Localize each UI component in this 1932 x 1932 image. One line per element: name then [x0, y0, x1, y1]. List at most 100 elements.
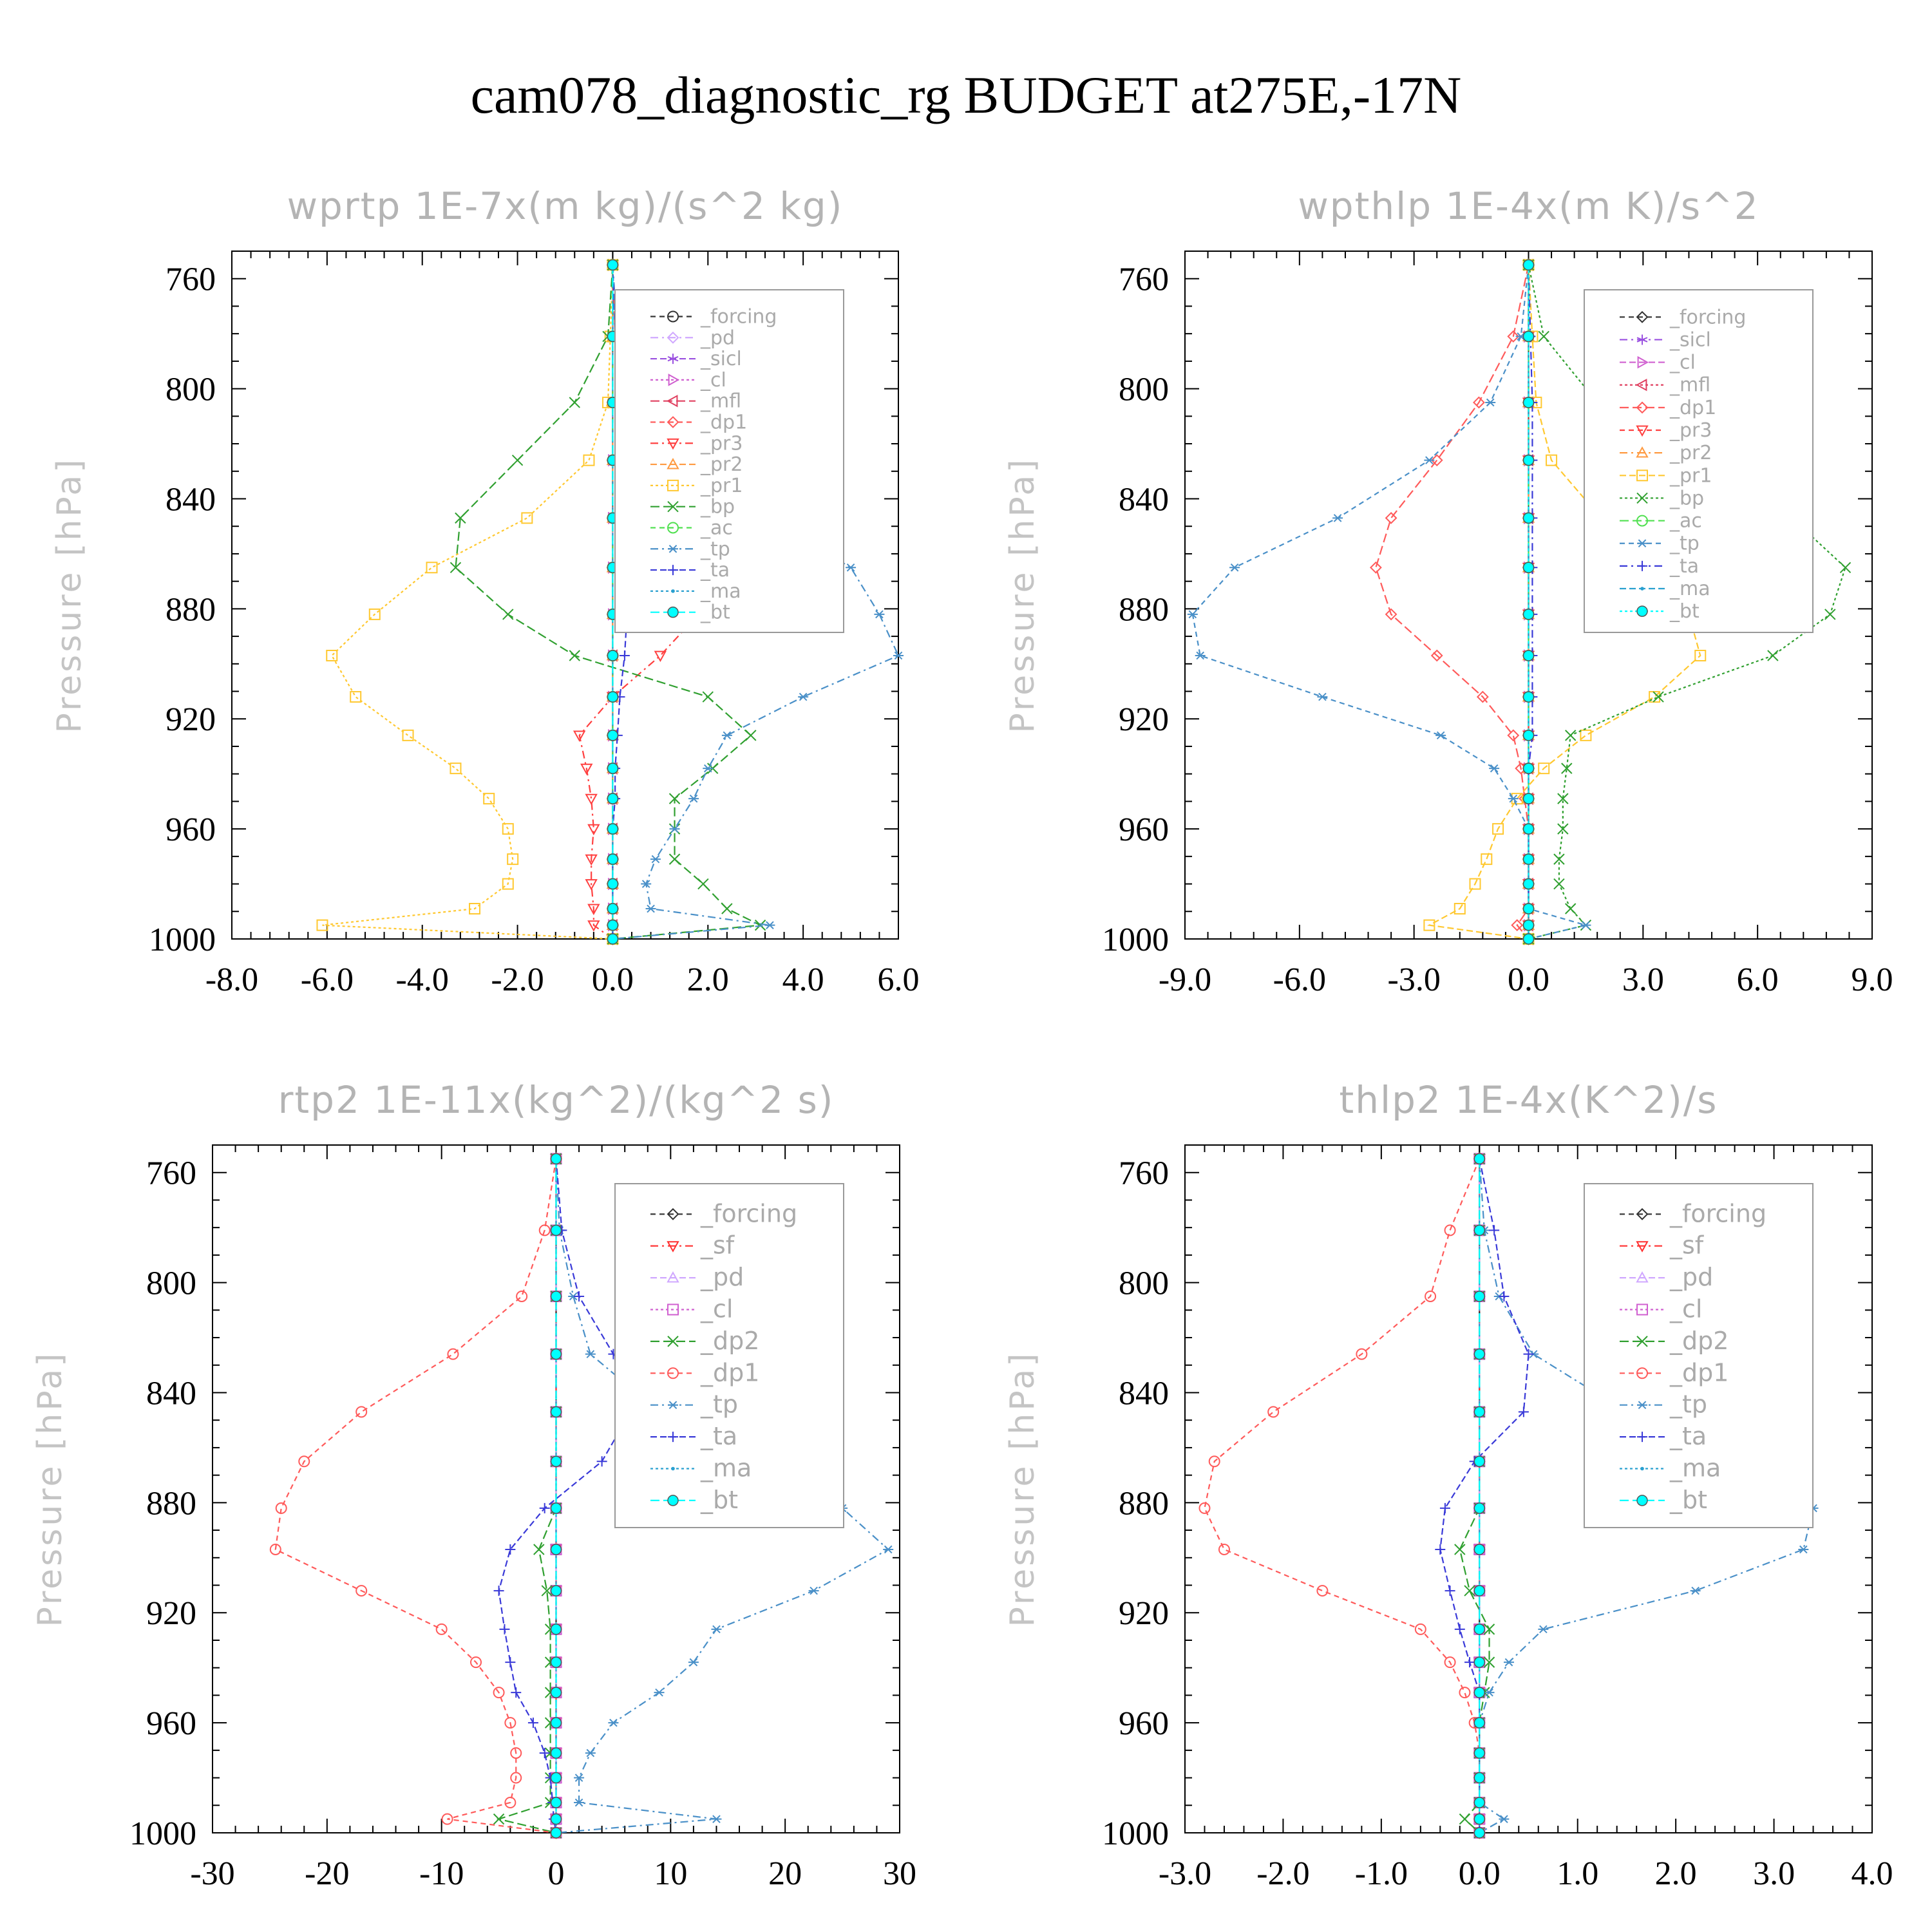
y-tick-label: 920: [1119, 1595, 1169, 1632]
data-point: [1522, 853, 1535, 865]
data-point: [1522, 330, 1535, 343]
legend: _forcing _sf _pd _cl _dp2 _dp1 _tp _ta _ma _bt: [614, 1183, 844, 1528]
series_dp1: [1198, 1153, 1486, 1839]
data-point: [493, 1813, 505, 1825]
data-point: [368, 608, 381, 620]
data-point: [1464, 1657, 1475, 1668]
data-point: [1473, 1544, 1486, 1555]
data-point: [711, 1815, 722, 1823]
data-point: [1522, 691, 1535, 703]
data-point: [1522, 730, 1535, 741]
legend-marker: [667, 479, 679, 491]
data-point: [550, 1224, 562, 1236]
legend-entry: _pr1: [1669, 464, 1712, 487]
x-tick-label: 20: [768, 1855, 802, 1892]
data-point: [1316, 1585, 1329, 1597]
legend-entry: _cl: [700, 1294, 733, 1323]
data-point: [510, 1772, 522, 1784]
x-tick-label: 10: [654, 1855, 687, 1892]
data-point: [893, 651, 904, 660]
legend-marker: [1636, 446, 1649, 458]
data-point: [1522, 259, 1535, 271]
data-point: [1522, 562, 1535, 574]
legend-marker: [666, 394, 678, 408]
data-point: [1473, 1153, 1486, 1165]
y-tick-label: 760: [1119, 1155, 1169, 1192]
data-point: [596, 1456, 607, 1467]
data-point: [527, 1718, 538, 1728]
data-point: [607, 933, 619, 945]
x-tick-label: -30: [190, 1855, 234, 1892]
legend-entry: _bt: [700, 1486, 738, 1514]
y-tick-label: 880: [166, 591, 216, 628]
legend-entry: _bt: [1669, 600, 1700, 623]
legend-marker: [667, 1495, 679, 1506]
data-point: [505, 1544, 516, 1555]
data-point: [1469, 878, 1481, 890]
legend-marker: [667, 310, 679, 323]
data-point: [846, 563, 857, 572]
data-point: [539, 1748, 550, 1759]
data-point: [550, 1656, 562, 1668]
legend-marker: [667, 522, 679, 534]
data-point: [550, 1455, 562, 1468]
legend-marker: [1636, 1303, 1648, 1316]
data-point: [502, 823, 514, 835]
data-point: [510, 1747, 522, 1759]
legend-entry: _cl: [700, 369, 726, 392]
data-point: [650, 855, 661, 864]
legend-marker: [667, 1336, 679, 1347]
data-point: [1332, 514, 1343, 522]
data-point: [688, 1658, 699, 1667]
data-point: [493, 1586, 504, 1596]
legend-marker: [1636, 1495, 1648, 1506]
legend-entry: _cl: [1669, 352, 1696, 374]
series_dp2: [1454, 1153, 1495, 1839]
data-point: [1473, 1687, 1486, 1698]
data-point: [1522, 454, 1535, 466]
legend-marker: [667, 354, 679, 365]
legend-entry: _ma: [700, 1454, 752, 1482]
data-point: [1198, 1502, 1211, 1514]
legend-marker: [668, 565, 678, 576]
legend-entry: _sicl: [1669, 328, 1711, 351]
data-point: [573, 730, 586, 742]
y-tick-label: 960: [1119, 811, 1169, 848]
y-tick-label: 960: [1119, 1705, 1169, 1742]
data-point: [1476, 690, 1489, 703]
data-point: [607, 903, 619, 914]
x-tick-label: -8.0: [205, 961, 258, 998]
legend-entry: _dp1: [700, 411, 747, 433]
data-point: [1492, 823, 1504, 835]
legend: _forcing_pd_sicl_cl_mfl_dp1_pr3_pr2_pr1_…: [614, 289, 844, 633]
figure-title: cam078_diagnostic_rg BUDGET at275E,-17N: [471, 66, 1462, 124]
data-point: [1473, 1224, 1486, 1236]
y-tick-label: 1000: [1102, 1815, 1169, 1852]
legend-marker: [1636, 492, 1648, 504]
data-point: [703, 764, 714, 773]
data-point: [499, 1624, 510, 1634]
legend-marker: [671, 1466, 675, 1471]
data-point: [1473, 1747, 1486, 1759]
legend-entry: _ta: [700, 1422, 737, 1450]
data-point: [1518, 1406, 1529, 1417]
data-point: [550, 1406, 562, 1418]
data-point: [1195, 651, 1206, 660]
y-tick-label: 920: [1119, 701, 1169, 738]
data-point: [607, 762, 619, 774]
data-point: [585, 854, 598, 866]
data-point: [1538, 1625, 1549, 1634]
data-point: [1565, 903, 1577, 914]
y-tick-label: 800: [166, 372, 216, 408]
data-point: [1483, 1656, 1495, 1668]
legend-entry: _dp1: [1669, 397, 1716, 419]
data-point: [493, 1687, 505, 1699]
data-point: [1385, 608, 1397, 621]
legend-entry: _forcing: [700, 305, 777, 328]
data-point: [574, 1774, 585, 1782]
series-line: [1375, 265, 1530, 940]
x-tick-label: -3.0: [1388, 961, 1441, 998]
panel-1: wprtp 1E-7x(m kg)/(s^2 kg) Pressure [hPa]…: [50, 184, 920, 998]
legend-marker: [1637, 1401, 1647, 1409]
series-line: [1528, 265, 1846, 940]
